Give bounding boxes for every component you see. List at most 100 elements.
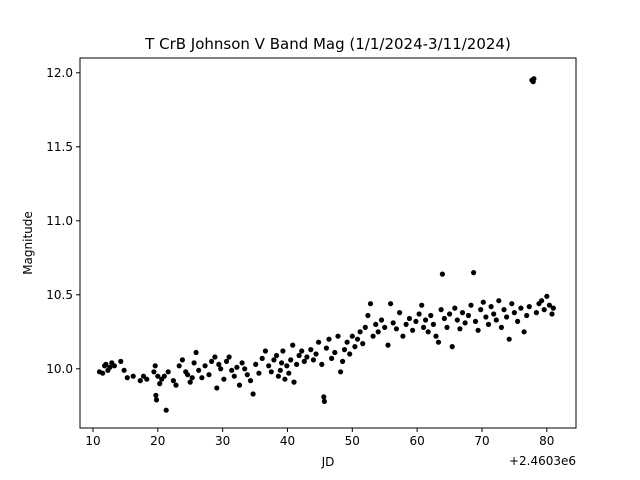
data-point — [301, 358, 307, 364]
data-point — [441, 315, 447, 322]
data-point — [279, 360, 285, 366]
data-point — [262, 348, 268, 354]
data-point — [452, 305, 458, 311]
data-point — [155, 373, 161, 379]
data-point — [410, 327, 416, 333]
data-point — [393, 326, 399, 332]
data-point — [332, 349, 338, 356]
data-point — [234, 364, 240, 370]
data-point — [304, 354, 310, 360]
data-point — [349, 333, 355, 339]
x-tick-label: 80 — [539, 434, 554, 448]
data-point — [390, 320, 396, 326]
data-point — [157, 381, 163, 387]
y-tick-label: 10.5 — [46, 288, 73, 302]
plot-area-frame — [79, 57, 577, 429]
data-point — [541, 307, 547, 313]
data-point — [526, 304, 532, 310]
data-point — [121, 367, 127, 373]
data-point — [179, 357, 185, 363]
data-point — [319, 361, 325, 367]
data-point — [209, 358, 215, 364]
data-point — [465, 312, 471, 319]
data-point — [425, 329, 431, 335]
data-point — [268, 369, 274, 375]
y-tick-label: 11.5 — [46, 140, 73, 154]
data-point — [550, 305, 556, 311]
data-point — [498, 324, 504, 330]
data-point — [118, 358, 124, 364]
data-point — [107, 364, 113, 370]
data-point — [421, 324, 427, 330]
data-point — [475, 327, 481, 333]
data-point — [444, 324, 450, 330]
data-point — [344, 339, 350, 345]
data-point — [352, 344, 358, 350]
data-point — [214, 385, 220, 391]
data-point — [165, 369, 171, 375]
x-tick-label: 40 — [280, 434, 295, 448]
data-point — [449, 344, 455, 350]
data-point — [454, 317, 460, 323]
data-point — [413, 318, 419, 324]
data-point — [137, 378, 143, 384]
data-point — [221, 376, 227, 382]
x-tick-label: 70 — [474, 434, 489, 448]
data-point — [277, 367, 283, 373]
data-point — [468, 302, 474, 308]
data-point — [403, 321, 409, 327]
data-point — [531, 76, 537, 82]
data-point — [140, 373, 147, 379]
data-point — [515, 318, 521, 324]
data-point — [173, 382, 179, 388]
data-point — [294, 361, 300, 367]
data-point — [335, 333, 341, 339]
x-tick-label: 50 — [345, 434, 360, 448]
data-point — [459, 310, 466, 316]
data-point — [483, 314, 489, 320]
data-point — [163, 407, 169, 413]
data-point — [357, 329, 363, 335]
x-axis-offset-label: +2.4603e6 — [509, 454, 576, 468]
data-point — [256, 370, 262, 376]
data-point — [185, 372, 191, 378]
data-point — [472, 318, 479, 324]
data-point — [493, 317, 499, 323]
data-point — [231, 373, 237, 379]
data-point — [271, 357, 277, 363]
data-point — [242, 366, 248, 372]
data-point — [189, 375, 195, 381]
data-point — [488, 304, 494, 310]
data-point — [491, 311, 497, 317]
data-point — [544, 293, 550, 299]
data-point — [471, 270, 477, 276]
x-axis-label: JD — [321, 455, 335, 469]
data-point — [247, 378, 254, 384]
data-point — [323, 345, 329, 351]
data-point — [250, 391, 256, 397]
data-point — [433, 333, 439, 339]
data-point — [447, 311, 453, 317]
data-point — [202, 363, 208, 369]
data-point — [365, 312, 371, 319]
data-point — [509, 301, 515, 307]
data-point — [313, 351, 319, 357]
data-point — [151, 369, 157, 375]
data-point — [354, 336, 361, 342]
data-point — [367, 301, 374, 307]
data-point — [341, 347, 348, 353]
data-point — [236, 382, 243, 388]
data-point — [291, 379, 297, 385]
data-point — [362, 324, 368, 330]
data-point — [373, 321, 379, 327]
data-point — [199, 375, 205, 381]
data-point — [347, 351, 353, 357]
y-tick-label: 11.0 — [46, 214, 73, 228]
data-point — [524, 312, 530, 319]
data-point — [375, 329, 381, 335]
data-point — [406, 315, 412, 322]
y-tick-label: 12.0 — [46, 66, 73, 80]
data-point — [504, 314, 510, 320]
data-point — [216, 361, 222, 367]
data-point — [130, 373, 136, 379]
